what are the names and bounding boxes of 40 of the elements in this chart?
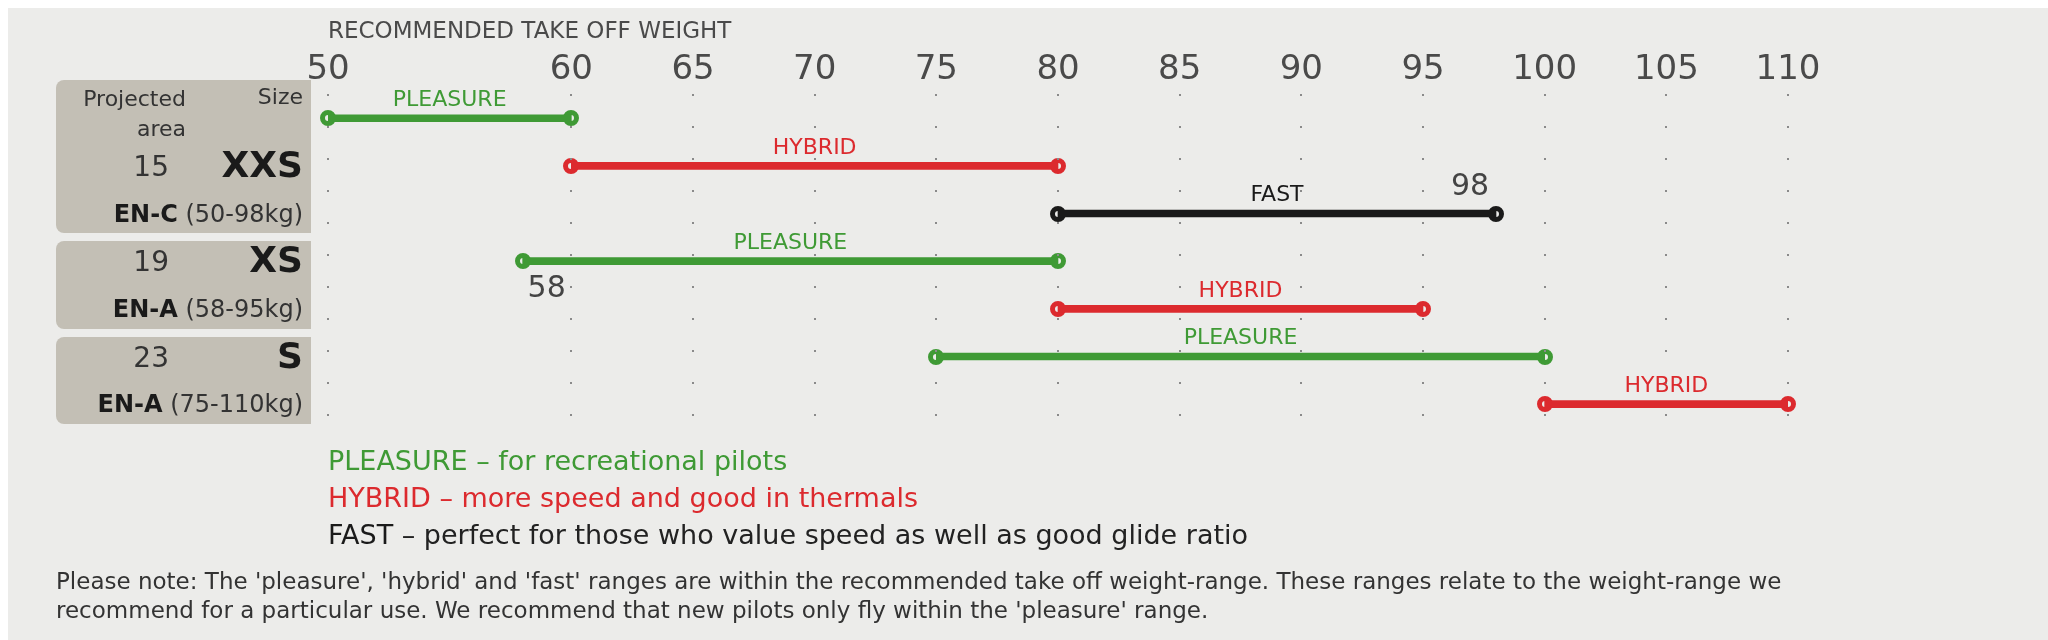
x-tick-label: 65 [671,46,715,87]
text: XXS [221,143,303,185]
series-label: FAST [1250,181,1305,207]
text: PLEASURE [392,85,507,111]
text: 19 [133,245,169,279]
x-tick-label: 90 [1279,46,1323,87]
x-tick-label: 110 [1755,46,1821,87]
text: EN-A (75-110kg) [97,390,303,419]
x-tick-label: 100 [1512,46,1578,87]
text: XS [249,239,303,281]
text: 15 [133,149,169,183]
x-tick-label: 75 [914,46,958,87]
x-tick-label: 95 [1401,46,1445,87]
annotation: 98 [1450,167,1490,203]
text: 23 [133,340,169,374]
text: – perfect for those who value speed as well as good glide ratio [401,519,1249,550]
text: EN-A (58-95kg) [112,294,303,323]
text: HYBRID [1624,371,1709,397]
text: HYBRID [772,133,857,159]
x-tick-label: 85 [1158,46,1202,87]
text: PLEASURE [733,228,848,254]
x-tick-label: 105 [1633,46,1699,87]
x-tick-label: 60 [549,46,593,87]
x-tick-label: 70 [793,46,837,87]
text: Please note: The 'pleasure', 'hybrid' and 'fast' ranges are within the recommended take off weight-range. These ranges relate to the weight-range we recommend for a particular use. We recommend that new pilots only fly within the 'pleasure' range. [56,567,1783,625]
text: – more speed and good in thermals [439,482,919,513]
x-tick-label: 50 [306,46,350,87]
text: – for recreational pilots [476,445,788,476]
text: Projected area [82,85,186,144]
text: PLEASURE [328,445,468,476]
series-label: HYBRID [1198,276,1283,302]
series-label: PLEASURE [1183,324,1298,350]
x-axis-title: RECOMMENDED TAKE OFF WEIGHT [328,16,733,43]
annotation: 58 [527,269,566,304]
text: HYBRID [328,482,431,513]
text: EN-C (50-98kg) [113,199,303,228]
x-tick-label: 80 [1036,46,1080,87]
text: FAST [328,519,394,550]
text: Size [257,84,303,110]
text: S [277,334,303,376]
